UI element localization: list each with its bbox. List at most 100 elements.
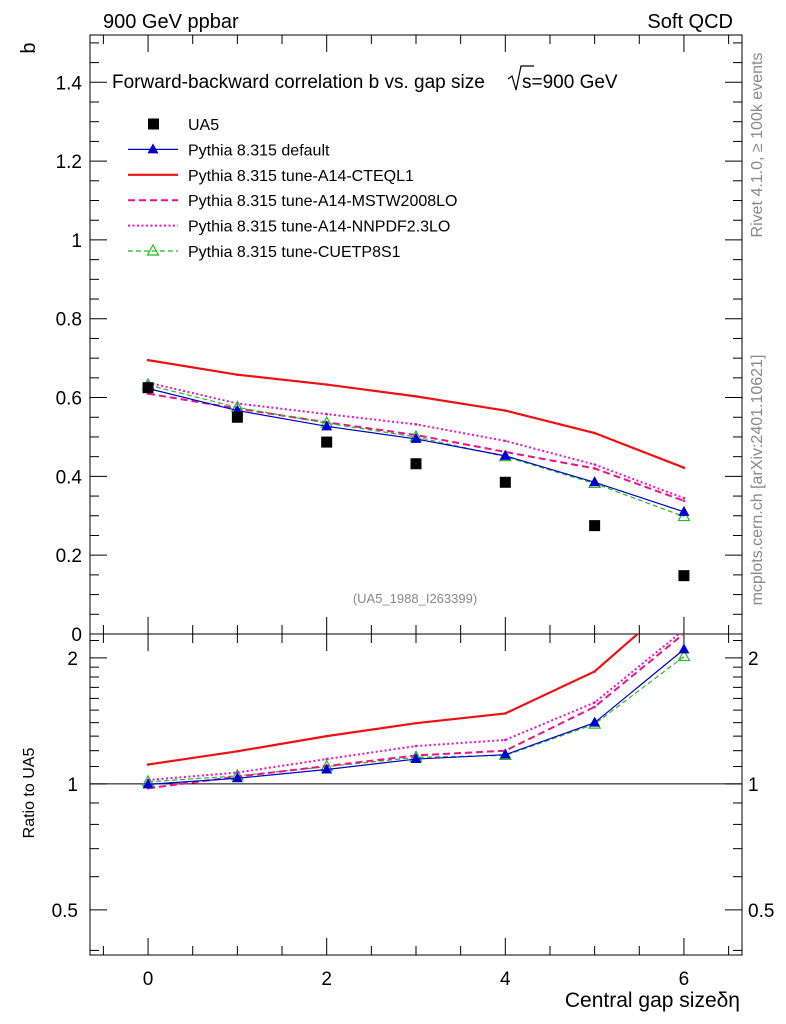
ratio-point: [231, 772, 243, 783]
legend-label: Pythia 8.315 tune-A14-CTEQL1: [188, 168, 414, 185]
ratio-ytick-label-left: 0.5: [52, 901, 78, 922]
legend-marker: [147, 143, 159, 154]
legend-label: UA5: [188, 117, 219, 134]
main-ytick-label: 0.4: [56, 467, 83, 488]
series-pythia-8-315-tune-cuetp8s1: [141, 377, 691, 522]
data-point: [410, 432, 422, 443]
main-ytick-label: 1.2: [56, 152, 82, 173]
legend: UA5 Pythia 8.315 default Pythia 8.315 tune…: [128, 117, 457, 261]
header-left: 900 GeV ppbar: [103, 11, 239, 33]
legend-item-pythia-8-315-tune-cuetp8s1: Pythia 8.315 tune-CUETP8S1: [128, 243, 401, 261]
data-point: [146, 358, 150, 362]
ratio-ytick-label-right: 2: [748, 649, 759, 670]
legend-item-pythia-8-315-tune-a14-nnpdf2-3lo: Pythia 8.315 tune-A14-NNPDF2.3LO: [128, 219, 450, 236]
legend-item-ua5: UA5: [148, 117, 219, 134]
ratio-series-pythia-8-315-tune-a14-cteql1: [146, 592, 686, 766]
data-point: [321, 420, 333, 431]
series-pythia-8-315-tune-a14-cteql1: [146, 358, 686, 469]
main-ylabel: b: [18, 42, 40, 53]
data-point: [682, 499, 686, 503]
ratio-point: [414, 721, 418, 725]
ratio-point: [410, 753, 422, 764]
legend-item-pythia-8-315-default: Pythia 8.315 default: [128, 142, 330, 159]
data-point: [589, 476, 601, 487]
ratio-point: [593, 701, 596, 704]
main-ytick-label: 0: [71, 625, 82, 646]
ratio-point: [321, 763, 333, 774]
ratio-point: [414, 744, 418, 748]
ratio-point: [504, 712, 507, 715]
data-point: [593, 467, 596, 470]
xlabel: Central gap sizeδη: [565, 989, 740, 1012]
ratio-line: [147, 634, 685, 790]
ratio-point: [682, 634, 686, 635]
analysis-watermark: (UA5_1988_I263399): [353, 591, 477, 606]
ratio-point: [504, 738, 507, 742]
ratio-point: [499, 748, 511, 759]
ratio-point: [325, 757, 328, 761]
ratio-point: [678, 643, 690, 654]
series-line: [147, 384, 685, 518]
header-right: Soft QCD: [647, 11, 733, 33]
series-ua5: [142, 382, 690, 582]
plot-title: Forward-backward correlation b vs. gap s…: [112, 65, 618, 93]
legend-label: Pythia 8.315 tune-A14-MSTW2008LO: [188, 193, 457, 210]
data-point: [414, 423, 418, 426]
data-point: [682, 466, 686, 469]
ratio-series-pythia-8-315-tune-a14-mstw2008lo: [146, 634, 686, 790]
data-point: [325, 383, 328, 386]
data-point: [499, 476, 511, 488]
main-axis-ticks: 0 0.2 0.4 0.6 0.8 1 1.2 1.4: [56, 35, 742, 646]
ratio-ytick-label-right: 1: [748, 775, 759, 796]
data-point: [499, 449, 511, 460]
ratio-series-pythia-8-315-tune-cuetp8s1: [141, 649, 691, 787]
data-point: [593, 463, 596, 466]
ratio-point: [683, 592, 686, 595]
mcplots-label: mcplots.cern.ch [arXiv:2401.10621]: [749, 355, 766, 606]
main-ytick-label: 0.2: [56, 546, 82, 567]
ratio-point: [142, 778, 154, 789]
legend-marker: [148, 118, 159, 130]
legend-label: Pythia 8.315 tune-CUETP8S1: [188, 244, 401, 261]
legend-item-pythia-8-315-tune-a14-cteql1: Pythia 8.315 tune-A14-CTEQL1: [128, 168, 414, 185]
ratio-ytick-label-right: 0.5: [748, 901, 774, 922]
ratio-point: [677, 649, 691, 662]
ratio-point: [236, 749, 239, 753]
data-point: [410, 458, 422, 470]
data-point: [231, 411, 243, 423]
data-point: [504, 439, 507, 443]
ratio-ylabel: Ratio to UA5: [21, 748, 38, 839]
legend-marker: [146, 243, 160, 256]
sqrt-sign: [507, 65, 534, 91]
xtick-label: 2: [321, 969, 332, 990]
main-ytick-label: 1: [71, 231, 82, 252]
xtick-label: 0: [143, 969, 154, 990]
ratio-ytick-label-left: 1: [67, 775, 78, 796]
xtick-label: 6: [679, 969, 690, 990]
data-point: [321, 436, 333, 448]
data-point: [589, 520, 601, 532]
plot-title-text: Forward-backward correlation b vs. gap s…: [112, 72, 485, 93]
data-point: [678, 505, 690, 516]
legend-item-pythia-8-315-tune-a14-mstw2008lo: Pythia 8.315 tune-A14-MSTW2008LO: [128, 193, 457, 210]
legend-label: Pythia 8.315 tune-A14-NNPDF2.3LO: [188, 219, 450, 236]
data-point: [682, 496, 686, 500]
plot-title-energy: s=900 GeV: [522, 72, 618, 93]
ratio-point: [325, 734, 328, 738]
data-point: [504, 409, 507, 412]
ratio-series-group: [141, 592, 691, 790]
data-point: [414, 395, 418, 398]
ratio-axis-ticks: 0.5 0.5 1 1 2 2 0 2 4 6: [52, 634, 774, 990]
ratio-point: [146, 763, 150, 766]
rivet-label: Rivet 4.1.0, ≥ 100k events: [749, 53, 766, 238]
main-series-group: [141, 358, 691, 582]
data-point: [678, 570, 690, 582]
main-ytick-label: 1.4: [56, 73, 83, 94]
xtick-label: 4: [500, 969, 511, 990]
ratio-point: [593, 705, 596, 709]
main-ytick-label: 0.6: [56, 389, 82, 410]
ratio-point: [589, 716, 601, 727]
ratio-series-pythia-8-315-default: [142, 643, 690, 789]
series-pythia-8-315-default: [142, 382, 690, 516]
